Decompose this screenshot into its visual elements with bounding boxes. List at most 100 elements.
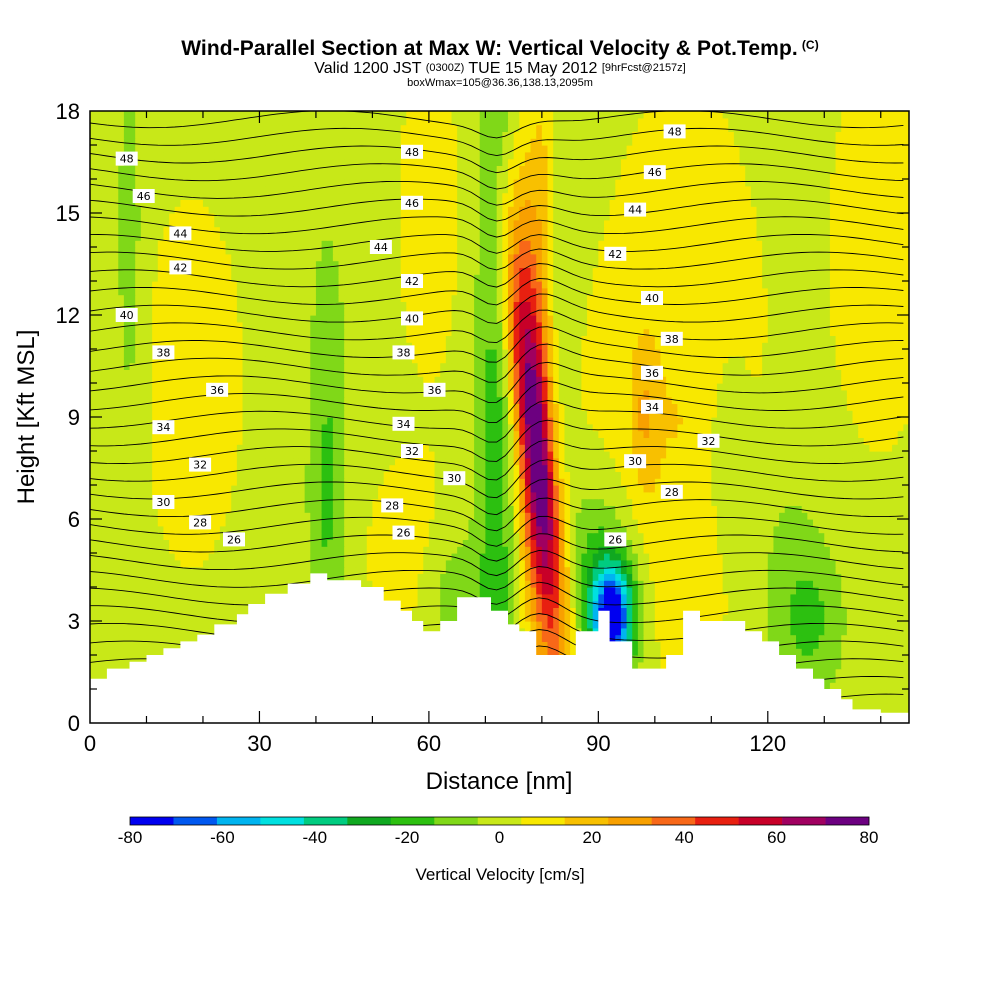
- velocity-cell: [892, 662, 898, 669]
- velocity-cell: [768, 594, 774, 601]
- velocity-cell: [745, 560, 751, 567]
- velocity-cell: [745, 539, 751, 546]
- velocity-cell: [355, 519, 361, 526]
- velocity-cell: [203, 607, 209, 614]
- velocity-cell: [101, 587, 107, 594]
- velocity-cell: [875, 519, 881, 526]
- velocity-cell: [412, 539, 418, 546]
- velocity-cell: [463, 580, 469, 587]
- velocity-cell: [869, 526, 875, 533]
- velocity-cell: [429, 560, 435, 567]
- velocity-cell: [886, 560, 892, 567]
- velocity-cell: [824, 594, 830, 601]
- velocity-cell: [163, 567, 169, 574]
- velocity-cell: [327, 526, 333, 533]
- velocity-cell: [615, 512, 621, 519]
- velocity-cell: [773, 512, 779, 519]
- velocity-cell: [638, 533, 644, 540]
- velocity-cell: [824, 682, 830, 689]
- velocity-cell: [457, 580, 463, 587]
- velocity-cell: [649, 594, 655, 601]
- velocity-cell: [790, 560, 796, 567]
- velocity-cell: [259, 573, 265, 580]
- velocity-cell: [751, 533, 757, 540]
- velocity-cell: [824, 614, 830, 621]
- velocity-cell: [790, 567, 796, 574]
- velocity-cell: [130, 546, 136, 553]
- velocity-cell: [632, 648, 638, 655]
- velocity-cell: [226, 512, 232, 519]
- velocity-cell: [689, 560, 695, 567]
- velocity-cell: [401, 573, 407, 580]
- velocity-cell: [638, 512, 644, 519]
- velocity-cell: [632, 512, 638, 519]
- velocity-cell: [785, 635, 791, 642]
- velocity-cell: [152, 628, 158, 635]
- velocity-cell: [344, 505, 350, 512]
- velocity-cell: [581, 499, 587, 506]
- velocity-cell: [418, 594, 424, 601]
- velocity-cell: [276, 573, 282, 580]
- velocity-cell: [418, 512, 424, 519]
- velocity-cell: [491, 580, 497, 587]
- velocity-cell: [192, 505, 198, 512]
- velocity-cell: [446, 594, 452, 601]
- velocity-cell: [869, 628, 875, 635]
- velocity-cell: [186, 499, 192, 506]
- velocity-cell: [757, 594, 763, 601]
- velocity-cell: [604, 512, 610, 519]
- velocity-cell: [610, 546, 616, 553]
- velocity-cell: [536, 553, 542, 560]
- velocity-cell: [632, 573, 638, 580]
- velocity-cell: [875, 607, 881, 614]
- velocity-cell: [429, 539, 435, 546]
- velocity-cell: [892, 601, 898, 608]
- velocity-cell: [101, 573, 107, 580]
- velocity-cell: [644, 546, 650, 553]
- velocity-cell: [745, 607, 751, 614]
- velocity-cell: [293, 567, 299, 574]
- velocity-cell: [610, 512, 616, 519]
- velocity-cell: [536, 573, 542, 580]
- velocity-cell: [824, 567, 830, 574]
- velocity-cell: [610, 614, 616, 621]
- velocity-cell: [423, 512, 429, 519]
- velocity-cell: [570, 587, 576, 594]
- velocity-cell: [553, 641, 559, 648]
- velocity-cell: [706, 567, 712, 574]
- velocity-cell: [672, 505, 678, 512]
- velocity-cell: [389, 573, 395, 580]
- velocity-cell: [350, 526, 356, 533]
- velocity-cell: [841, 675, 847, 682]
- velocity-cell: [751, 553, 757, 560]
- velocity-cell: [542, 573, 548, 580]
- velocity-cell: [186, 587, 192, 594]
- velocity-cell: [288, 546, 294, 553]
- velocity-cell: [339, 567, 345, 574]
- velocity-cell: [226, 560, 232, 567]
- velocity-cell: [243, 573, 249, 580]
- velocity-cell: [197, 553, 203, 560]
- velocity-cell: [440, 553, 446, 560]
- velocity-cell: [660, 512, 666, 519]
- velocity-cell: [790, 546, 796, 553]
- velocity-cell: [790, 499, 796, 506]
- velocity-cell: [243, 505, 249, 512]
- velocity-cell: [310, 485, 316, 492]
- velocity-cell: [412, 512, 418, 519]
- velocity-cell: [124, 519, 130, 526]
- velocity-cell: [451, 512, 457, 519]
- velocity-cell: [581, 607, 587, 614]
- velocity-cell: [107, 587, 113, 594]
- velocity-cell: [231, 567, 237, 574]
- velocity-cell: [169, 519, 175, 526]
- velocity-cell: [892, 505, 898, 512]
- velocity-cell: [570, 512, 576, 519]
- velocity-cell: [830, 546, 836, 553]
- velocity-cell: [813, 601, 819, 608]
- velocity-cell: [847, 580, 853, 587]
- velocity-cell: [474, 573, 480, 580]
- velocity-cell: [593, 553, 599, 560]
- velocity-cell: [615, 628, 621, 635]
- velocity-cell: [751, 519, 757, 526]
